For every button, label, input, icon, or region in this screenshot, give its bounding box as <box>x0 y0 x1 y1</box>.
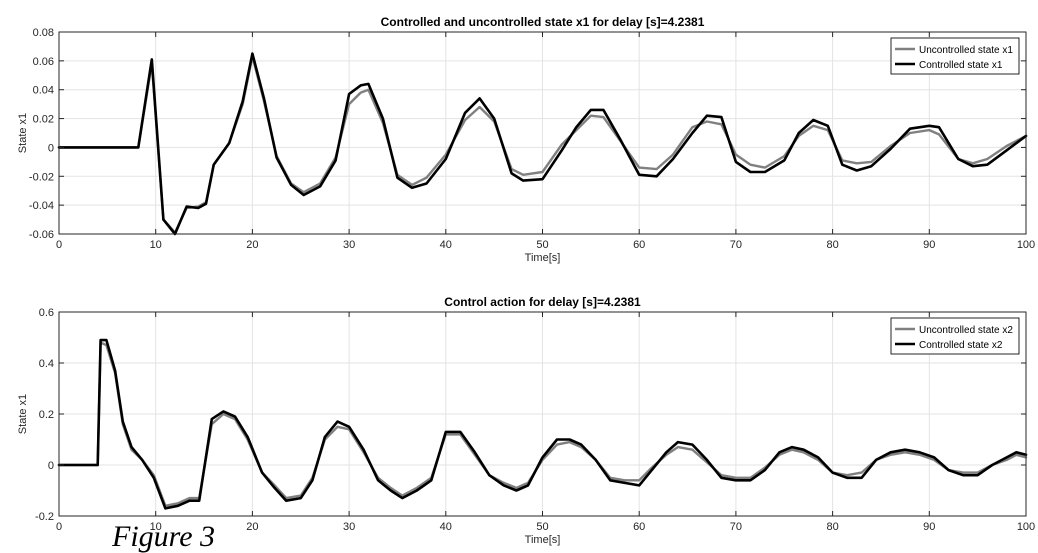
chart-title: Controlled and uncontrolled state x1 for… <box>381 15 705 29</box>
chart-1: 0 10 20 30 40 50 60 70 80 90 100 -0.06 -0.04 -0.02 0 0.… <box>17 15 1035 264</box>
x-tick-label: 20 <box>246 239 258 251</box>
chart-2: 0 10 20 30 40 50 60 70 80 90 100-0.200.20.40.6Cont… <box>17 295 1035 546</box>
legend-box <box>890 317 1020 355</box>
chart-title: Control action for delay [s]=4.2381 <box>444 295 641 309</box>
figure-caption: Figure 3 <box>112 522 216 553</box>
x-tick-label: 10 <box>150 521 162 533</box>
x-tick-label: 20 <box>246 521 258 533</box>
x-tick-label: 10 <box>150 239 162 251</box>
series-line-controlled <box>57 52 1028 236</box>
x-tick-label: 90 <box>923 521 935 533</box>
y-tick-label: 0.04 <box>33 85 54 97</box>
y-tick-label: 0.08 <box>33 27 54 39</box>
x-tick-label: 80 <box>826 239 838 251</box>
x-tick-label: 60 <box>633 521 645 533</box>
x-tick-label: 50 <box>536 239 548 251</box>
y-tick-label: 0.06 <box>33 56 54 68</box>
x-axis-label: Time[s] <box>525 534 561 546</box>
legend: Uncontrolled state x1 Controlled state x1 <box>890 37 1020 75</box>
x-tick-label: 30 <box>343 239 355 251</box>
y-tick-label: -0.2 <box>35 511 54 523</box>
y-tick-label: 0.02 <box>33 114 54 126</box>
y-tick-label: -0.04 <box>29 200 54 212</box>
x-tick-label: 100 <box>1017 521 1035 533</box>
x-axis-label: Time[s] <box>525 252 561 264</box>
y-tick-label: -0.06 <box>29 229 54 241</box>
y-axis-label: State x1 <box>17 113 29 153</box>
y-tick-label: 0 <box>48 142 54 154</box>
x-tick-label: 0 <box>56 239 62 251</box>
y-tick-label: -0.02 <box>29 171 54 183</box>
x-tick-label: 100 <box>1017 239 1035 251</box>
x-tick-label: 0 <box>56 521 62 533</box>
y-tick-label: 0 <box>48 460 54 472</box>
y-tick-label: 0.4 <box>39 358 54 370</box>
x-tick-label: 40 <box>440 521 452 533</box>
x-tick-label: 30 <box>343 521 355 533</box>
legend-box <box>890 37 1020 75</box>
legend-entry-label: Uncontrolled state x1 <box>919 45 1013 56</box>
y-axis-label: State x1 <box>17 394 29 434</box>
legend: Uncontrolled state x2 Controlled state x2 <box>890 317 1020 355</box>
x-tick-label: 60 <box>633 239 645 251</box>
legend-entry-label: Controlled state x2 <box>919 340 1003 351</box>
x-tick-label: 70 <box>730 239 742 251</box>
legend-entry-label: Controlled state x1 <box>919 60 1003 71</box>
y-tick-label: 0.2 <box>39 409 54 421</box>
x-tick-label: 90 <box>923 239 935 251</box>
series-line-controlled <box>57 338 1028 510</box>
x-tick-label: 40 <box>440 239 452 251</box>
y-tick-label: 0.6 <box>39 307 54 319</box>
legend-entry-label: Uncontrolled state x2 <box>919 325 1013 336</box>
x-tick-label: 50 <box>536 521 548 533</box>
x-tick-label: 80 <box>826 521 838 533</box>
x-tick-label: 70 <box>730 521 742 533</box>
